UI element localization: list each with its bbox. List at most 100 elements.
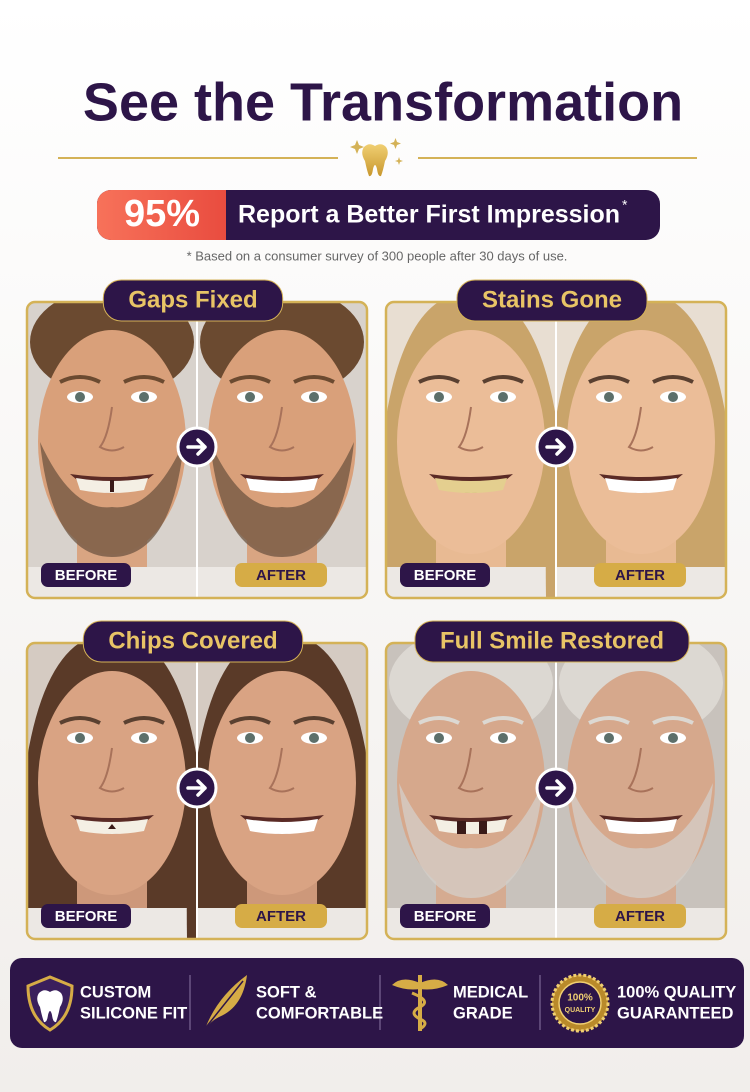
eyebrow xyxy=(588,375,630,384)
before-pill xyxy=(41,904,131,928)
tooth-gap xyxy=(110,480,114,492)
panel-title-pill xyxy=(102,279,284,322)
arrow xyxy=(545,438,566,456)
face xyxy=(38,671,186,895)
iris xyxy=(434,392,444,402)
iris xyxy=(245,733,255,743)
beard xyxy=(210,442,354,557)
arrow xyxy=(186,779,207,797)
eyebrow xyxy=(123,716,165,725)
nose xyxy=(268,406,295,452)
feature-text: SOFT & xyxy=(256,983,317,1001)
teeth xyxy=(246,478,318,493)
caduceus-wings xyxy=(392,979,448,990)
stat-pill xyxy=(97,190,660,240)
panel-title-pill xyxy=(456,279,648,322)
eyebrow xyxy=(229,716,271,725)
iris xyxy=(139,392,149,402)
iris xyxy=(245,392,255,402)
seal-inner xyxy=(558,981,602,1025)
after-label: AFTER xyxy=(256,908,306,925)
missing-tooth xyxy=(479,821,487,834)
panel-title: Gaps Fixed xyxy=(128,286,257,313)
stat-footnote-mark: * xyxy=(622,197,628,213)
before-after-panel: BEFORE AFTER Stains Gone xyxy=(384,279,728,600)
eyebrow xyxy=(588,716,630,725)
eyebrow xyxy=(418,716,460,725)
tooth-chip xyxy=(108,824,116,829)
after-pill xyxy=(235,563,327,587)
before-label: BEFORE xyxy=(55,908,118,925)
panel-title: Stains Gone xyxy=(482,286,622,313)
page-title: See the Transformation xyxy=(83,72,683,132)
iris xyxy=(668,733,678,743)
stat-highlight xyxy=(97,190,226,240)
missing-tooth xyxy=(457,821,466,834)
caduceus-snake xyxy=(411,991,427,1031)
eyebrow xyxy=(293,375,335,384)
eyebrow xyxy=(123,375,165,384)
after-label: AFTER xyxy=(615,567,665,584)
before-after-panel: BEFORE AFTER Chips Covered xyxy=(25,620,369,941)
feature-text: GUARANTEED xyxy=(617,1004,734,1022)
arrow xyxy=(186,438,207,456)
iris xyxy=(604,733,614,743)
iris xyxy=(498,733,508,743)
feature-text: COMFORTABLE xyxy=(256,1004,383,1022)
panels: BEFORE AFTER Gaps Fixed BEFORE AFTER Stains G… xyxy=(25,279,728,941)
panel-title: Chips Covered xyxy=(108,627,277,654)
nose xyxy=(627,747,654,793)
photo xyxy=(386,302,726,598)
seal-text: QUALITY xyxy=(565,1007,596,1014)
features: CUSTOM SILICONE FIT SOFT & COMFORTABLE MEDIC… xyxy=(26,973,736,1033)
beard xyxy=(399,783,543,898)
feature-text: MEDICAL xyxy=(453,983,528,1001)
nose xyxy=(268,747,295,793)
teeth xyxy=(246,819,318,834)
eyebrow xyxy=(59,375,101,384)
footnote: * Based on a consumer survey of 300 peop… xyxy=(187,248,568,263)
after-label: AFTER xyxy=(256,567,306,584)
panel-title-pill xyxy=(82,620,304,663)
eyebrow xyxy=(652,716,694,725)
photo xyxy=(27,643,367,939)
teeth xyxy=(605,478,677,493)
after-pill xyxy=(594,904,686,928)
feature-bar xyxy=(10,958,744,1048)
feather-spine xyxy=(202,980,244,1032)
nose xyxy=(457,406,484,452)
teeth xyxy=(605,819,677,834)
before-label: BEFORE xyxy=(414,908,477,925)
eyebrow xyxy=(482,375,524,384)
stat-text: Report a Better First Impression xyxy=(238,201,620,229)
before-pill xyxy=(41,563,131,587)
before-pill xyxy=(400,563,490,587)
feature-text: 100% QUALITY xyxy=(617,983,736,1001)
after-pill xyxy=(235,904,327,928)
feature-text: CUSTOM xyxy=(80,983,151,1001)
feature-text: SILICONE FIT xyxy=(80,1004,187,1022)
nose xyxy=(457,747,484,793)
iris xyxy=(75,733,85,743)
eyebrow xyxy=(418,375,460,384)
iris xyxy=(75,392,85,402)
beard xyxy=(40,442,184,557)
stat-value: 95% xyxy=(124,193,200,235)
beard xyxy=(569,783,713,898)
nose xyxy=(627,406,654,452)
after-label: AFTER xyxy=(615,908,665,925)
panel-title: Full Smile Restored xyxy=(440,627,664,654)
iris xyxy=(309,733,319,743)
arrow xyxy=(545,779,566,797)
iris xyxy=(139,733,149,743)
before-label: BEFORE xyxy=(414,567,477,584)
iris xyxy=(309,392,319,402)
face xyxy=(208,671,356,895)
eyebrow xyxy=(482,716,524,725)
tooth-icon xyxy=(362,144,388,177)
eyebrow xyxy=(652,375,694,384)
iris xyxy=(498,392,508,402)
iris xyxy=(668,392,678,402)
before-label: BEFORE xyxy=(55,567,118,584)
